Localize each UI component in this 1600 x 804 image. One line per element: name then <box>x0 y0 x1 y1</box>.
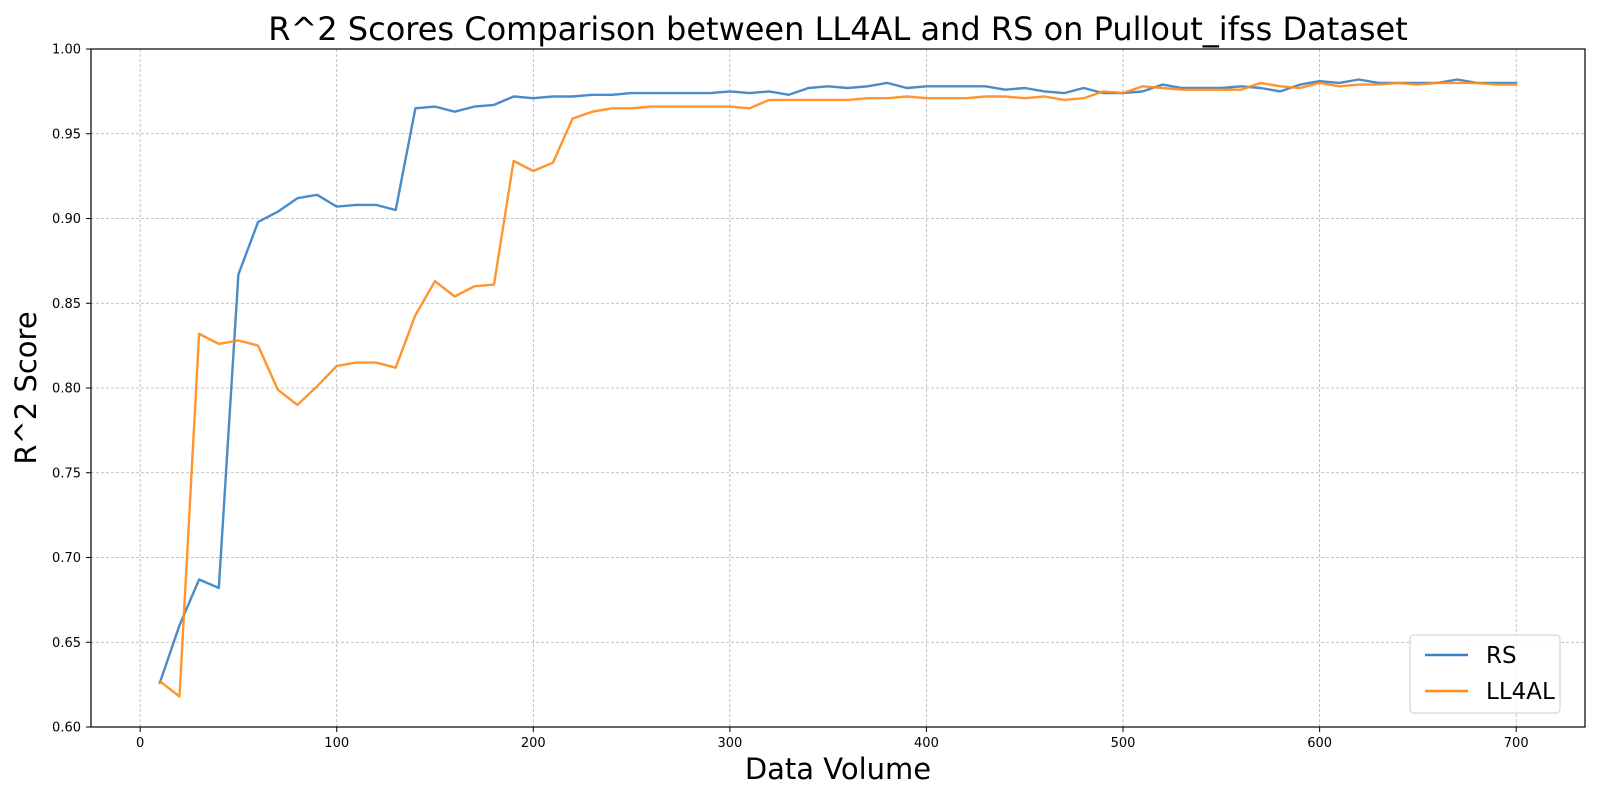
x-tick-label: 600 <box>1307 736 1332 751</box>
series-layer <box>158 78 1518 698</box>
series-line-ll4al <box>158 81 1518 698</box>
chart-title: R^2 Scores Comparison between LL4AL and … <box>268 10 1408 48</box>
x-tick-label: 700 <box>1504 736 1529 751</box>
y-tick-label: 0.75 <box>52 466 81 481</box>
legend-label-rs: RS <box>1486 643 1517 669</box>
x-tick-label: 0 <box>136 736 144 751</box>
legend: RS LL4AL <box>1409 634 1561 714</box>
y-tick-label: 1.00 <box>52 43 81 58</box>
series-line-rs <box>158 78 1518 685</box>
x-tick-label: 100 <box>324 736 349 751</box>
y-tick-label: 0.90 <box>52 212 81 227</box>
y-tick-label: 0.85 <box>52 297 81 312</box>
y-tick-label: 0.80 <box>52 382 81 397</box>
x-tick-label: 500 <box>1111 736 1136 751</box>
legend-label-ll4al: LL4AL <box>1486 679 1555 705</box>
y-tick-label: 0.60 <box>52 721 81 736</box>
y-tick-label: 0.95 <box>52 127 81 142</box>
y-tick-label: 0.65 <box>52 636 81 651</box>
x-axis-label: Data Volume <box>745 752 931 786</box>
x-tick-label: 200 <box>521 736 546 751</box>
y-tick-label: 0.70 <box>52 551 81 566</box>
x-tick-label: 300 <box>717 736 742 751</box>
tick-layer: 0 100 200 300 400 500 600 700 0.60 0.65 0.70 0.75 0.… <box>52 43 1529 752</box>
y-axis-label: R^2 Score <box>9 311 43 464</box>
x-tick-label: 400 <box>914 736 939 751</box>
